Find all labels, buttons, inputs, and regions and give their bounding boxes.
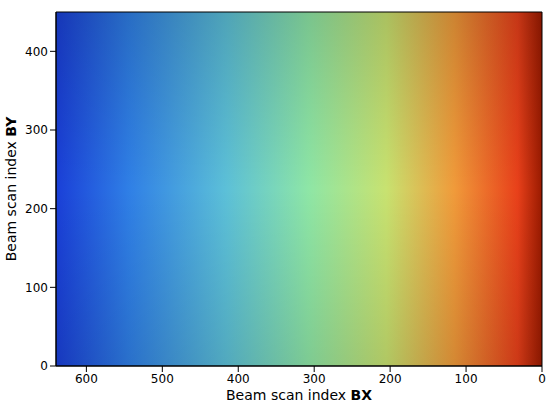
svg-text:100: 100 xyxy=(25,281,48,295)
svg-text:500: 500 xyxy=(151,372,174,386)
svg-text:300: 300 xyxy=(303,372,326,386)
svg-text:600: 600 xyxy=(75,372,98,386)
svg-text:Beam scan index BY: Beam scan index BY xyxy=(3,116,19,261)
svg-text:Beam scan index BX: Beam scan index BX xyxy=(226,387,372,403)
svg-text:300: 300 xyxy=(25,123,48,137)
svg-text:200: 200 xyxy=(25,202,48,216)
svg-text:400: 400 xyxy=(227,372,250,386)
svg-text:400: 400 xyxy=(25,45,48,59)
svg-text:0: 0 xyxy=(538,372,546,386)
svg-text:100: 100 xyxy=(455,372,478,386)
svg-text:0: 0 xyxy=(40,359,48,373)
svg-text:200: 200 xyxy=(379,372,402,386)
